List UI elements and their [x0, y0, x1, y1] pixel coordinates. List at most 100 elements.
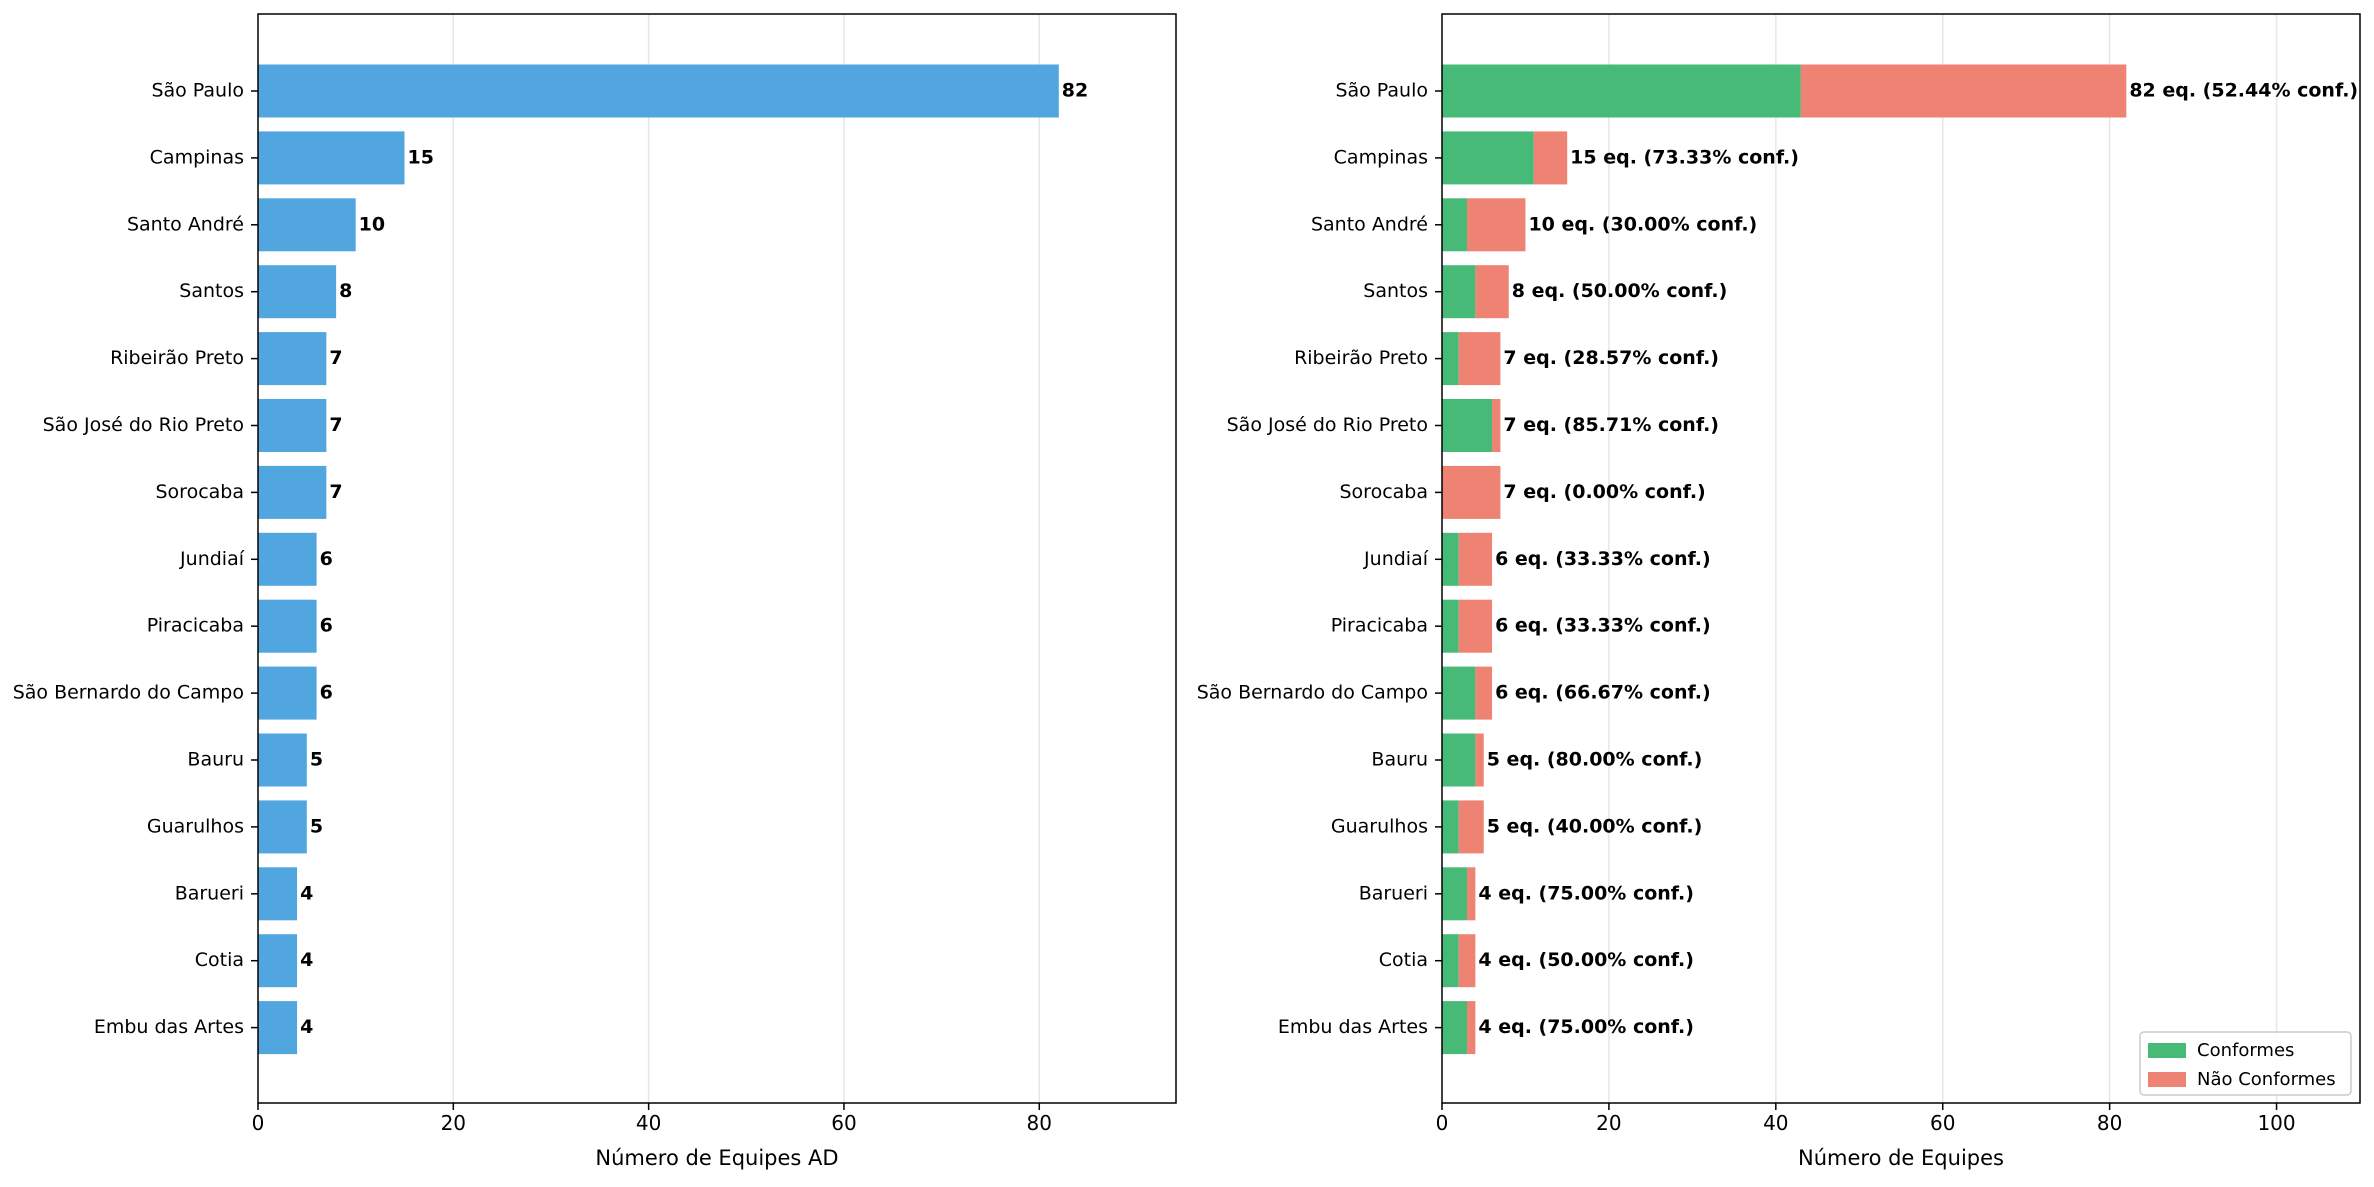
left-category-label: Campinas [150, 146, 244, 168]
left-bar [258, 867, 298, 921]
left-xtick-label: 80 [1027, 1111, 1052, 1135]
left-bar [258, 599, 317, 653]
right-data-label: 5 eq. (80.00% conf.) [1487, 749, 1703, 771]
right-category-label: Embu das Artes [1278, 1016, 1428, 1038]
left-data-label: 6 [320, 615, 333, 637]
left-xtick-label: 40 [636, 1111, 661, 1135]
right-bar-nao-conformes [1467, 1001, 1476, 1055]
left-data-label: 4 [300, 1016, 313, 1038]
left-bar [258, 800, 307, 854]
right-data-label: 7 eq. (85.71% conf.) [1503, 414, 1719, 436]
right-category-label: Guarulhos [1331, 815, 1428, 837]
right-xtick-label: 20 [1596, 1111, 1621, 1135]
right-category-label: São Paulo [1335, 80, 1428, 102]
left-bar [258, 265, 337, 319]
left-data-label: 10 [359, 213, 385, 235]
left-category-label: Guarulhos [147, 815, 244, 837]
right-bar-nao-conformes [1458, 934, 1476, 988]
right-data-label: 4 eq. (75.00% conf.) [1478, 882, 1694, 904]
right-bar-conformes [1442, 934, 1459, 988]
right-bar-nao-conformes [1467, 198, 1526, 252]
right-bar-nao-conformes [1475, 733, 1484, 787]
right-category-label: Piracicaba [1331, 615, 1428, 637]
right-bar-conformes [1442, 332, 1459, 386]
left-data-label: 15 [407, 146, 433, 168]
legend-box [2139, 1031, 2352, 1096]
right-category-label: Barueri [1359, 882, 1428, 904]
left-category-label: Santo André [127, 213, 244, 235]
right-bar-nao-conformes [1458, 599, 1493, 653]
right-data-label: 6 eq. (33.33% conf.) [1495, 548, 1711, 570]
right-data-label: 82 eq. (52.44% conf.) [2129, 80, 2358, 102]
right-category-label: São Bernardo do Campo [1197, 682, 1428, 704]
left-xtick-label: 60 [831, 1111, 856, 1135]
left-data-label: 4 [300, 949, 313, 971]
right-data-label: 7 eq. (28.57% conf.) [1503, 347, 1719, 369]
right-category-label: Santos [1363, 280, 1428, 302]
right-data-label: 8 eq. (50.00% conf.) [1512, 280, 1728, 302]
left-data-label: 5 [310, 749, 323, 771]
right-category-label: São José do Rio Preto [1227, 414, 1428, 436]
right-category-label: Campinas [1334, 146, 1428, 168]
legend-swatch-nao-conformes [2148, 1072, 2186, 1087]
left-category-label: Bauru [187, 749, 244, 771]
right-data-label: 15 eq. (73.33% conf.) [1570, 146, 1799, 168]
right-data-label: 6 eq. (33.33% conf.) [1495, 615, 1711, 637]
right-bar-nao-conformes [1533, 131, 1568, 185]
right-category-label: Cotia [1379, 949, 1428, 971]
right-bar-conformes [1442, 532, 1459, 586]
left-category-label: Ribeirão Preto [110, 347, 244, 369]
right-bar-conformes [1442, 666, 1476, 720]
right-bar-conformes [1442, 1001, 1468, 1055]
left-data-label: 6 [320, 548, 333, 570]
right-bar-nao-conformes [1458, 532, 1493, 586]
right-bar-nao-conformes [1800, 64, 2127, 118]
left-data-label: 7 [329, 347, 342, 369]
right-category-label: Sorocaba [1340, 481, 1429, 503]
left-data-label: 6 [320, 682, 333, 704]
left-bar [258, 332, 327, 386]
right-bar-conformes [1442, 64, 1801, 118]
left-data-label: 82 [1062, 80, 1088, 102]
right-xtick-label: 0 [1436, 1111, 1449, 1135]
left-data-label: 4 [300, 882, 313, 904]
legend-swatch-conformes [2148, 1043, 2186, 1058]
left-bar [258, 198, 356, 252]
right-bar-conformes [1442, 399, 1493, 452]
left-bar [258, 532, 317, 586]
left-bar [258, 131, 405, 185]
right-bar-conformes [1442, 867, 1468, 921]
left-data-label: 8 [339, 280, 352, 302]
left-category-label: Sorocaba [156, 481, 245, 503]
right-xtick-label: 100 [2257, 1111, 2295, 1135]
right-bar-nao-conformes [1458, 800, 1484, 854]
left-axes-frame [257, 13, 1177, 1104]
left-bar [258, 465, 327, 519]
right-bar-nao-conformes [1467, 867, 1476, 921]
left-bar [258, 1001, 298, 1055]
left-category-label: São José do Rio Preto [43, 414, 244, 436]
left-category-label: Barueri [175, 882, 244, 904]
left-category-label: São Bernardo do Campo [13, 682, 244, 704]
left-bar [258, 64, 1059, 118]
left-bar [258, 666, 317, 720]
right-bar-conformes [1442, 599, 1459, 653]
right-bar-nao-conformes [1458, 332, 1501, 386]
left-bar [258, 934, 298, 988]
left-category-label: Embu das Artes [94, 1016, 244, 1038]
right-bar-conformes [1442, 131, 1534, 185]
left-data-label: 7 [329, 414, 342, 436]
right-bar-nao-conformes [1442, 465, 1501, 519]
right-bar-nao-conformes [1492, 399, 1501, 452]
right-category-label: Ribeirão Preto [1294, 347, 1428, 369]
left-data-label: 7 [329, 481, 342, 503]
right-bar-conformes [1442, 265, 1476, 319]
right-xtick-label: 40 [1763, 1111, 1788, 1135]
left-xaxis-label: Número de Equipes AD [595, 1146, 838, 1170]
right-data-label: 6 eq. (66.67% conf.) [1495, 682, 1711, 704]
right-category-label: Jundiaí [1363, 548, 1429, 570]
right-data-label: 4 eq. (75.00% conf.) [1478, 1016, 1694, 1038]
right-bar-conformes [1442, 733, 1476, 787]
